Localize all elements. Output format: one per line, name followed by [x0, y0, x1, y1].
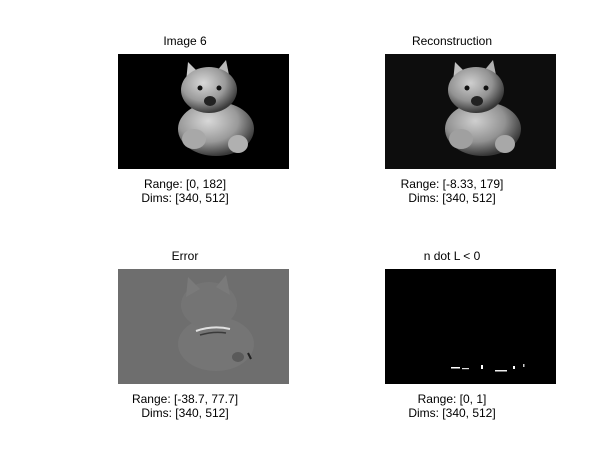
- range-text: Range: [-8.33, 179]: [400, 177, 504, 191]
- range-text: Range: [0, 182]: [143, 177, 227, 191]
- reconstruction-image: [385, 54, 556, 169]
- panel-info: Range: [-38.7, 77.7] Dims: [340, 512]: [85, 392, 285, 420]
- range-text: Range: [0, 1]: [417, 392, 487, 406]
- dims-text: Dims: [340, 512]: [408, 191, 496, 205]
- range-text: Range: [-38.7, 77.7]: [131, 392, 239, 406]
- reconstruction-image-graphic: [385, 54, 556, 169]
- dims-text: Dims: [340, 512]: [141, 191, 229, 205]
- panel-info: Range: [0, 1] Dims: [340, 512]: [352, 392, 552, 420]
- panel-title: Reconstruction: [411, 34, 493, 48]
- dims-text: Dims: [340, 512]: [141, 406, 229, 420]
- mask-image: [385, 269, 556, 384]
- panel-title: n dot L < 0: [423, 249, 481, 263]
- mask-image-graphic: [385, 269, 556, 384]
- error-image-graphic: [118, 269, 289, 384]
- panel-title: Error: [171, 249, 199, 263]
- panel-info: Range: [-8.33, 179] Dims: [340, 512]: [352, 177, 552, 205]
- panel-info: Range: [0, 182] Dims: [340, 512]: [85, 177, 285, 205]
- error-image: [118, 269, 289, 384]
- panel-title: Image 6: [163, 34, 207, 48]
- dims-text: Dims: [340, 512]: [408, 406, 496, 420]
- cat-image: [118, 54, 289, 169]
- cat-image-graphic: [118, 54, 289, 169]
